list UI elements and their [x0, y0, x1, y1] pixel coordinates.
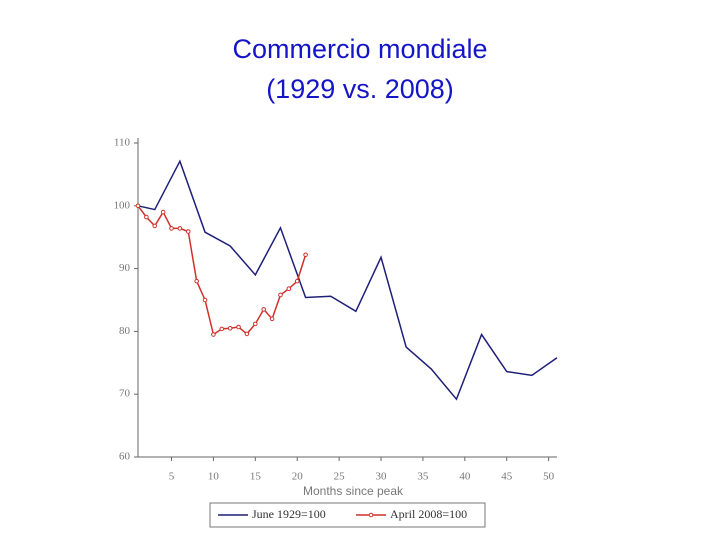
legend-label: April 2008=100	[390, 507, 467, 521]
x-tick-label: 5	[169, 471, 175, 483]
chart-title: Commercio mondiale	[232, 34, 487, 64]
x-tick-label: 30	[376, 471, 388, 483]
x-tick-label: 50	[543, 471, 555, 483]
point	[160, 209, 166, 215]
x-axis-label: Months since peak	[303, 484, 404, 498]
legend-marker	[368, 512, 374, 518]
point	[202, 297, 208, 303]
point	[219, 326, 225, 332]
point	[244, 331, 250, 337]
point	[135, 203, 141, 209]
chart-subtitle: (1929 vs. 2008)	[266, 74, 454, 104]
point	[294, 278, 300, 284]
point	[211, 332, 216, 337]
point	[286, 286, 292, 291]
y-tick-label: 90	[119, 262, 131, 274]
point	[303, 252, 308, 258]
x-tick-label: 25	[334, 471, 346, 483]
y-tick-label: 100	[114, 199, 131, 211]
x-tick-label: 15	[250, 471, 262, 483]
point	[261, 307, 267, 312]
point	[269, 316, 275, 322]
y-tick-label: 110	[114, 137, 131, 149]
point	[236, 324, 241, 330]
point	[177, 226, 183, 231]
y-tick-label: 60	[119, 451, 131, 463]
x-tick-label: 20	[292, 471, 304, 483]
point	[278, 292, 283, 298]
point	[185, 229, 191, 234]
y-tick-label: 70	[119, 388, 131, 400]
point	[253, 321, 258, 327]
x-tick-label: 10	[208, 471, 220, 483]
x-tick-label: 45	[501, 471, 513, 483]
legend-box	[209, 502, 486, 528]
series-line	[137, 159, 558, 401]
point	[169, 226, 174, 231]
legend-label: June 1929=100	[252, 507, 326, 521]
point	[144, 214, 149, 220]
point	[227, 325, 233, 331]
point	[194, 278, 199, 284]
point	[152, 223, 158, 229]
x-tick-label: 35	[417, 471, 429, 483]
series-line	[137, 205, 307, 336]
y-tick-label: 80	[119, 325, 131, 337]
x-tick-label: 40	[459, 471, 471, 483]
